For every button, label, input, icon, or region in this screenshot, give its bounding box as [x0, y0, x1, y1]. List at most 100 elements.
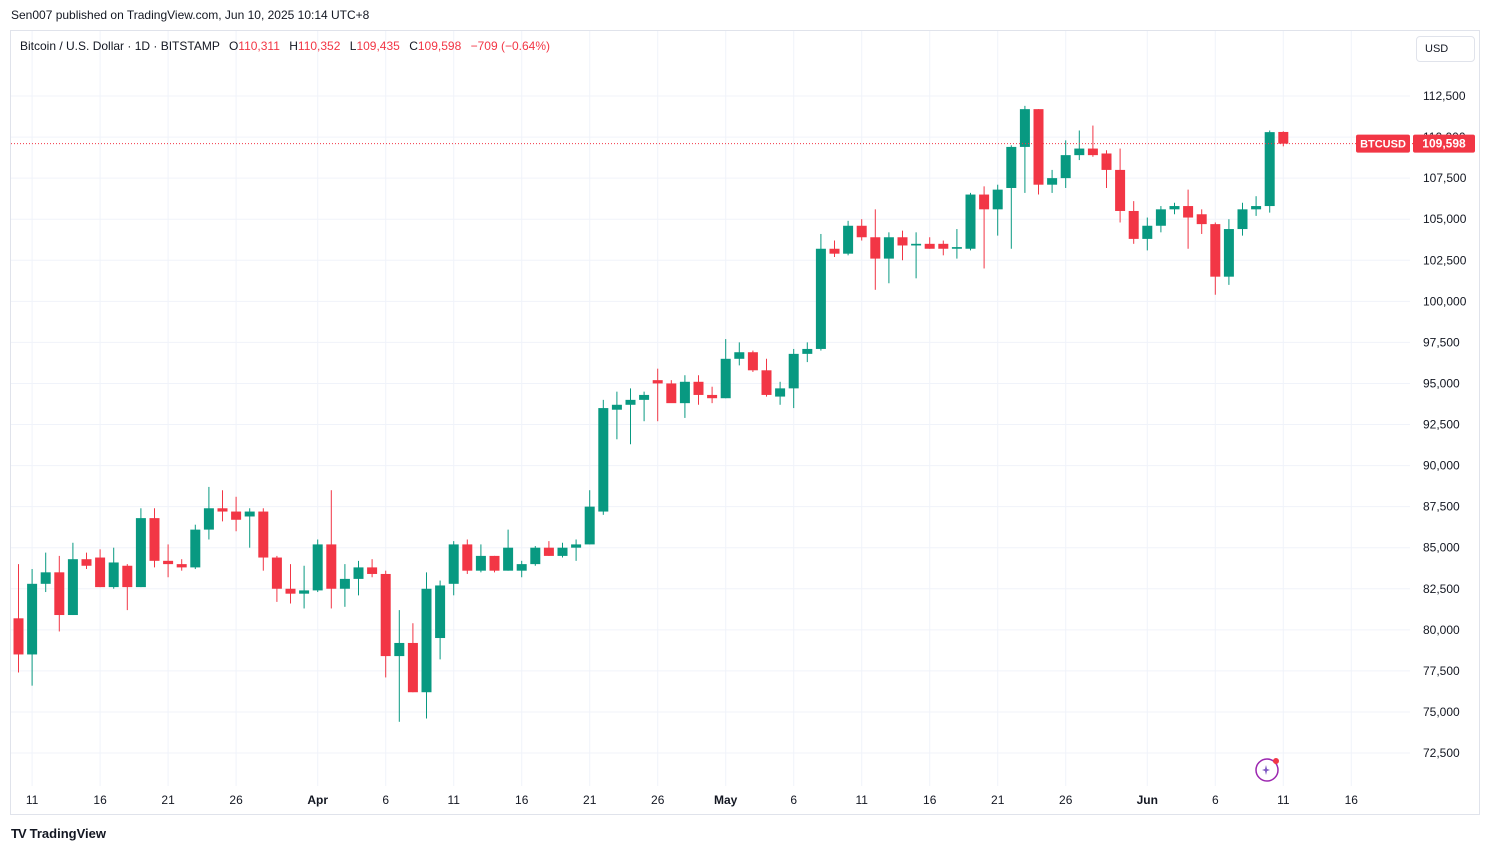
candle-up — [1060, 140, 1071, 188]
candle-down — [1183, 189, 1194, 249]
candle-down — [163, 544, 174, 578]
candle-body — [788, 353, 799, 389]
candle-up — [353, 560, 364, 596]
time-tick-label: 16 — [1345, 793, 1359, 807]
candle-up — [1155, 206, 1166, 233]
price-tick-label: 105,000 — [1423, 212, 1467, 226]
price-tick-label: 107,500 — [1423, 171, 1467, 185]
candle-body — [299, 590, 310, 594]
candle-body — [516, 564, 527, 571]
candle-down — [707, 386, 718, 404]
candle-body — [503, 547, 514, 571]
candle-body — [557, 547, 568, 556]
candle-body — [1237, 209, 1248, 230]
candle-down — [856, 219, 867, 241]
candle-body — [1087, 148, 1098, 156]
candle-body — [815, 248, 826, 349]
candle-body — [625, 399, 636, 405]
price-tick-label: 72,500 — [1423, 746, 1460, 760]
candle-up — [190, 524, 201, 570]
low-label: L — [349, 39, 357, 53]
candle-body — [462, 544, 473, 571]
candle-body — [1115, 169, 1126, 211]
candle-up — [312, 539, 323, 593]
candle-down — [95, 549, 106, 588]
price-tag-bg — [1413, 134, 1475, 153]
sparkle-icon — [1262, 765, 1270, 775]
candle-body — [339, 578, 350, 589]
time-tick-label: 21 — [161, 793, 175, 807]
candle-up — [1264, 130, 1275, 213]
price-axis: 72,500 75,000 77,500 80,000 82,500 85,000 87,5… — [1423, 89, 1467, 760]
candle-body — [1196, 214, 1207, 225]
assistant-icon — [1255, 758, 1279, 782]
candle-body — [40, 572, 51, 584]
candle-body — [775, 388, 786, 397]
currency-selector[interactable]: USD — [1416, 36, 1475, 62]
price-tick-label: 97,500 — [1423, 335, 1460, 349]
candle-body — [1155, 209, 1166, 226]
change-value: −709 (−0.64%) — [470, 39, 550, 53]
candle-down — [1115, 148, 1126, 223]
candle-body — [1142, 225, 1153, 239]
candle-up — [1142, 217, 1153, 251]
candle-down — [829, 240, 840, 257]
candle-body — [979, 194, 990, 210]
candle-down — [13, 564, 24, 673]
candle-down — [149, 508, 160, 568]
candle-up — [679, 375, 690, 418]
candle-body — [870, 237, 881, 259]
candle-body — [1278, 131, 1289, 144]
candle-down — [285, 564, 296, 604]
symbol-title: Bitcoin / U.S. Dollar · 1D · BITSTAMP — [20, 39, 220, 53]
candle-up — [448, 541, 459, 596]
candle-body — [639, 394, 650, 400]
tradingview-brand[interactable]: TV TradingView — [11, 826, 106, 841]
candle-body — [1128, 210, 1139, 239]
candle-body — [965, 194, 976, 249]
candle-body — [435, 585, 446, 639]
chart-frame — [10, 30, 1480, 815]
candle-body — [176, 564, 187, 568]
candle-down — [258, 508, 269, 571]
candle-up — [1251, 196, 1262, 216]
candle-up — [775, 381, 786, 405]
candle-body — [1033, 109, 1044, 185]
time-tick-label: Jun — [1137, 793, 1158, 807]
candle-up — [394, 610, 405, 722]
time-tick-label: 11 — [1277, 793, 1290, 807]
time-tick-label: 6 — [790, 793, 797, 807]
candle-up — [1019, 105, 1030, 193]
time-tick-label: 26 — [229, 793, 243, 807]
candle-body — [380, 573, 391, 657]
candle-down — [367, 559, 378, 578]
grid-lines — [11, 31, 1410, 786]
candle-up — [598, 399, 609, 515]
candle-body — [475, 555, 486, 571]
time-tick-label: May — [714, 793, 738, 807]
candle-down — [693, 375, 704, 405]
open-label: O — [228, 39, 239, 53]
candle-up — [516, 560, 527, 578]
candle-down — [326, 490, 337, 609]
candle-body — [829, 248, 840, 254]
candle-body — [163, 560, 174, 565]
time-tick-label: 6 — [1212, 793, 1219, 807]
time-tick-label: 21 — [991, 793, 1005, 807]
tradingview-logo-icon: TV — [11, 826, 27, 841]
candle-up — [530, 546, 541, 566]
candle-up — [1223, 219, 1234, 285]
candle-body — [54, 572, 65, 616]
candle-body — [707, 394, 718, 399]
candle-body — [883, 237, 894, 259]
candle-body — [231, 511, 242, 520]
candle-up — [639, 391, 650, 422]
candle-body — [897, 237, 908, 246]
candle-body — [122, 565, 133, 588]
symbol-legend: Bitcoin / U.S. Dollar · 1D · BITSTAMP O 1… — [20, 39, 550, 53]
candle-up — [965, 192, 976, 251]
high-value: 110,352 — [297, 39, 341, 53]
candle-body — [761, 370, 772, 395]
candle-down — [652, 368, 663, 422]
